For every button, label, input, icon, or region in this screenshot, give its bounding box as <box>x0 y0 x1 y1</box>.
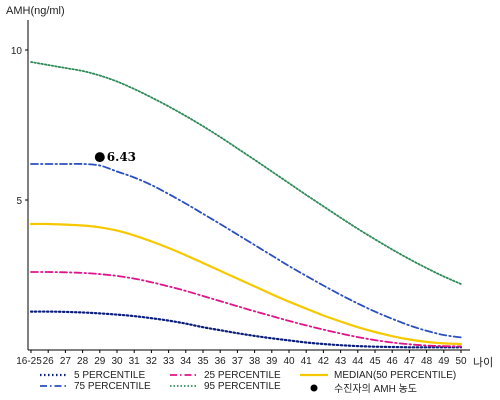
x-tick-label: 50 <box>455 356 467 367</box>
series-line <box>29 310 463 349</box>
legend-label: 25 PERCENTILE <box>204 370 281 381</box>
x-tick-label: 31 <box>129 356 141 367</box>
series-line <box>29 222 463 346</box>
x-tick-label: 16-25 <box>16 356 42 367</box>
legend-label: MEDIAN(50 PERCENTILE) <box>334 370 456 381</box>
series-line <box>30 61 462 285</box>
x-ticks: 16-25 26 27 28 29 30 31 32 33 34 35 36 37 38 39 40 41 42 4… <box>16 350 467 367</box>
x-tick-label: 40 <box>283 356 295 367</box>
series-line <box>30 162 462 339</box>
x-tick-label: 47 <box>404 356 416 367</box>
x-tick-label: 33 <box>163 356 175 367</box>
legend-marker-swatch <box>310 384 318 392</box>
x-tick-label: 29 <box>94 356 106 367</box>
x-tick-label: 36 <box>215 356 227 367</box>
series-lines <box>29 61 463 349</box>
x-tick-label: 44 <box>352 356 364 367</box>
patient-marker: 6.43 <box>94 150 136 164</box>
y-tick-label: 5 <box>16 196 22 207</box>
legend-label: 5 PERCENTILE <box>74 370 145 381</box>
marker-point <box>94 152 105 163</box>
series-line <box>30 271 462 348</box>
marker-value-label: 6.43 <box>107 150 136 164</box>
legend-marker-label: 수진자의 AMH 농도 <box>334 383 417 395</box>
x-tick-label: 37 <box>232 356 244 367</box>
x-tick-label: 35 <box>197 356 209 367</box>
x-axis-label: 나이 <box>473 356 493 369</box>
x-tick-label: 30 <box>111 356 123 367</box>
x-tick-label: 26 <box>43 356 55 367</box>
x-tick-label: 27 <box>60 356 72 367</box>
x-tick-label: 48 <box>421 356 433 367</box>
x-tick-label: 34 <box>180 356 192 367</box>
y-tick-label: 10 <box>11 46 23 57</box>
x-tick-label: 41 <box>301 356 313 367</box>
x-tick-label: 43 <box>335 356 347 367</box>
x-tick-label: 45 <box>369 356 381 367</box>
y-axis-label: AMH(ng/ml) <box>6 5 65 17</box>
x-tick-label: 32 <box>146 356 158 367</box>
x-tick-label: 39 <box>266 356 278 367</box>
x-tick-label: 46 <box>387 356 399 367</box>
axes: AMH(ng/ml) 나이 <box>6 5 493 369</box>
legend: 5 PERCENTILE 25 PERCENTILE MEDIAN(50 PERCE… <box>40 370 456 395</box>
legend-label: 75 PERCENTILE <box>74 381 151 392</box>
y-ticks: 5 10 <box>11 46 28 207</box>
x-tick-label: 28 <box>77 356 89 367</box>
x-tick-label: 49 <box>438 356 450 367</box>
x-tick-label: 38 <box>249 356 261 367</box>
x-tick-label: 42 <box>318 356 330 367</box>
legend-label: 95 PERCENTILE <box>204 381 281 392</box>
